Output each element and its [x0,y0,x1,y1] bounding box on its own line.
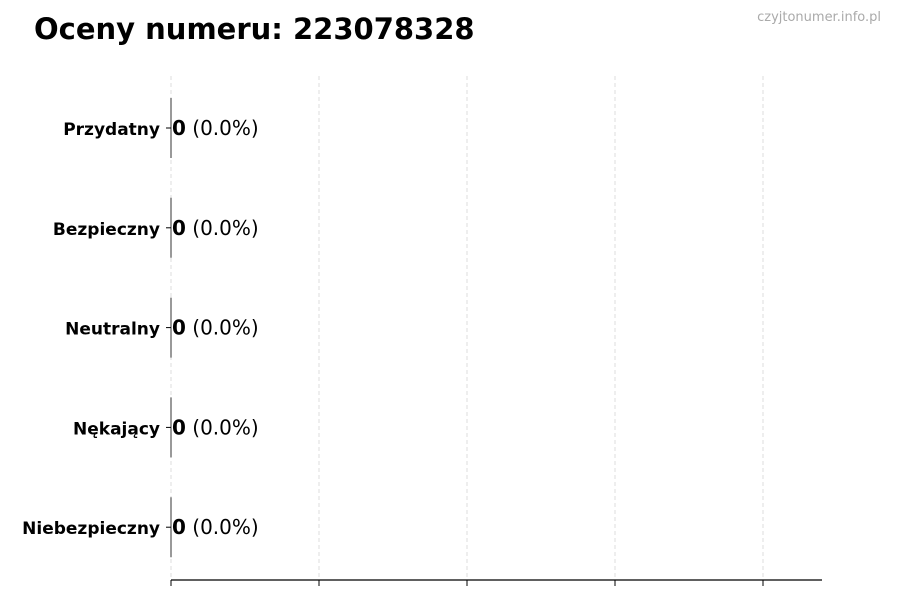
category-label: Niebezpieczny [22,519,160,539]
value-label: 0 (0.0%) [172,116,259,140]
value-label: 0 (0.0%) [172,515,259,539]
value-count: 0 [172,116,186,140]
value-percent: (0.0%) [186,216,259,240]
category-label: Neutralny [65,320,160,340]
watermark: czyjtonumer.info.pl [757,10,881,25]
category-label: Przydatny [63,120,160,140]
value-count: 0 [172,415,186,439]
value-percent: (0.0%) [186,415,259,439]
value-label: 0 (0.0%) [172,415,259,439]
value-percent: (0.0%) [186,515,259,539]
category-label: Nękający [73,419,160,439]
category-label: Bezpieczny [53,220,160,240]
value-percent: (0.0%) [186,116,259,140]
value-count: 0 [172,216,186,240]
value-label: 0 (0.0%) [172,216,259,240]
value-percent: (0.0%) [186,316,259,340]
value-count: 0 [172,515,186,539]
chart-title: Oceny numeru: 223078328 [34,12,475,46]
value-count: 0 [172,316,186,340]
value-label: 0 (0.0%) [172,316,259,340]
